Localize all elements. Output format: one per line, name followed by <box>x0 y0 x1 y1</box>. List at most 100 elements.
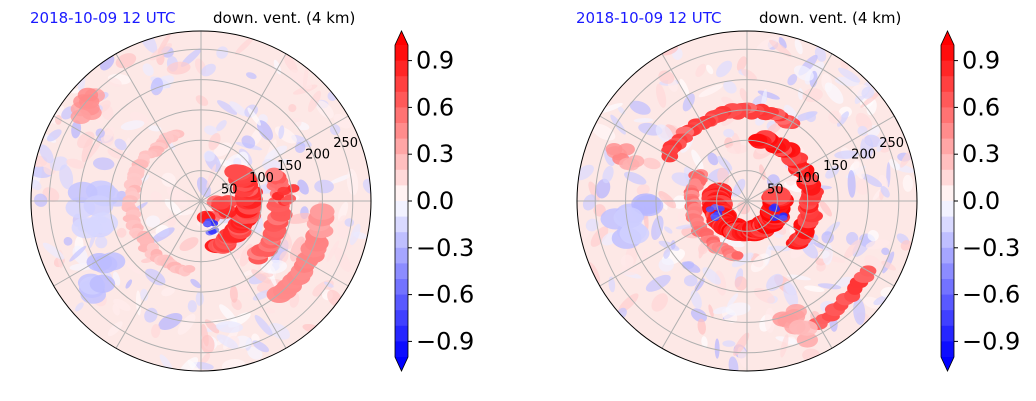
field-speckle <box>201 63 216 77</box>
field-speckle <box>333 113 352 129</box>
field-speckle <box>215 120 227 132</box>
field-speckle <box>794 39 803 55</box>
field-speckle <box>297 179 309 195</box>
radial-tick-label: 50 <box>767 182 784 197</box>
colorbar-tick-label: 0.3 <box>962 140 1000 168</box>
colorbar-tick-label: −0.6 <box>962 281 1020 309</box>
field-band <box>224 164 248 180</box>
field-speckle <box>658 257 674 272</box>
field-speckle <box>721 96 734 106</box>
field-speckle <box>46 129 62 142</box>
colorbar: 0.9 0.6 0.3 0.0 −0.3 −0.6 −0.9 <box>940 30 1020 372</box>
field-speckle <box>120 120 145 131</box>
colorbar-level <box>395 216 408 233</box>
field-speckle <box>257 120 273 141</box>
colorbar-level <box>395 294 408 311</box>
field-speckle <box>655 83 667 108</box>
radial-tick-label: 150 <box>823 159 848 174</box>
field-speckle <box>200 335 215 354</box>
colorbar-level <box>941 263 954 280</box>
field-speckle <box>314 179 334 194</box>
field-speckle <box>324 281 334 288</box>
field-speckle <box>216 334 239 349</box>
field-speckle <box>218 304 238 324</box>
title-variable: down. vent. (4 km) <box>759 9 901 27</box>
field-speckle <box>754 287 775 304</box>
field-speckle <box>787 74 798 86</box>
field-speckle <box>63 237 73 246</box>
grid-spoke <box>115 200 202 349</box>
field-speckle <box>641 250 649 261</box>
grid-spoke <box>200 200 287 349</box>
colorbar-level <box>395 169 408 186</box>
field-speckle <box>229 101 247 117</box>
colorbar-outline <box>940 30 955 372</box>
radial-tick-label: 250 <box>879 136 904 151</box>
field-speckle <box>602 165 614 184</box>
field-speckle <box>246 72 257 80</box>
title-date: 2018-10-09 12 UTC <box>30 9 176 27</box>
colorbar-level <box>395 107 408 124</box>
field-blob <box>631 193 662 215</box>
field-speckle <box>279 250 289 264</box>
field-blob <box>705 206 715 213</box>
colorbar-tick-label: 0.0 <box>416 187 454 215</box>
grid-spoke <box>200 53 287 202</box>
field-speckle <box>719 237 745 248</box>
colorbar-level <box>395 185 408 202</box>
grid-spoke <box>599 200 748 287</box>
field-speckle <box>201 353 211 364</box>
grid-spoke <box>746 200 895 287</box>
field-speckle <box>150 77 164 96</box>
field-speckle <box>716 60 733 78</box>
colorbar-level <box>395 247 408 264</box>
field-speckle <box>217 100 238 115</box>
field-speckle <box>144 268 166 286</box>
colorbar-level <box>395 91 408 108</box>
field-speckle <box>633 118 654 123</box>
field-speckle <box>179 237 199 252</box>
colorbar-level <box>395 325 408 342</box>
colorbar-tick-label: 0.6 <box>416 93 454 121</box>
field-speckle <box>142 63 154 76</box>
field-speckle <box>757 90 780 100</box>
field-layer <box>31 31 371 371</box>
grid-spoke <box>746 115 895 202</box>
field-speckle <box>34 193 48 207</box>
field-speckle <box>254 314 273 337</box>
colorbar-level <box>941 247 954 264</box>
field-speckle <box>288 103 297 113</box>
field-blob <box>710 214 720 221</box>
field-speckle <box>75 302 84 312</box>
field-speckle <box>204 319 220 334</box>
grid-spoke <box>200 115 349 202</box>
field-speckle <box>180 48 202 67</box>
colorbar-level <box>941 294 954 311</box>
field-speckle <box>847 169 856 198</box>
field-speckle <box>225 153 242 166</box>
field-speckle <box>164 198 182 216</box>
field-speckle <box>860 89 883 108</box>
field-speckle <box>651 293 668 312</box>
field-speckle <box>235 36 254 55</box>
field-speckle <box>717 167 730 186</box>
field-speckle <box>664 226 673 234</box>
field-speckle <box>107 77 122 87</box>
field-speckle <box>675 224 696 230</box>
field-speckle <box>853 159 865 179</box>
field-speckle <box>736 56 747 72</box>
field-speckle <box>264 145 288 162</box>
field-speckle <box>241 135 256 149</box>
field-speckle <box>289 236 305 262</box>
field-speckle <box>900 240 912 251</box>
field-speckle <box>326 240 340 263</box>
field-band <box>748 133 768 147</box>
field-blob <box>619 222 650 245</box>
colorbar-tick-label: −0.3 <box>416 234 474 262</box>
field-speckle <box>112 303 120 316</box>
field-speckle <box>741 68 757 81</box>
field-speckle <box>624 171 647 185</box>
colorbar-level <box>941 279 954 296</box>
colorbar-tick-label: 0.6 <box>962 93 1000 121</box>
colorbar-level <box>395 60 408 77</box>
